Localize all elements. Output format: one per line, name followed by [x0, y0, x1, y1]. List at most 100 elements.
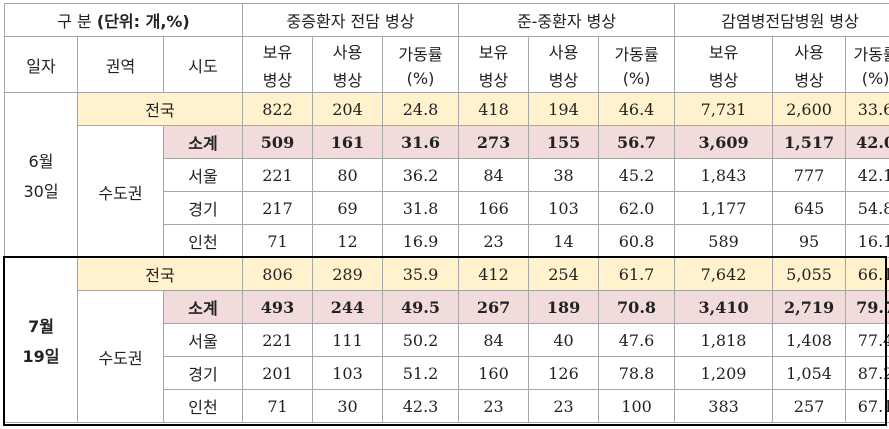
row-value: 77.4 [845, 323, 889, 357]
row-value: 103 [528, 191, 600, 225]
national-label: 전국 [77, 92, 243, 126]
national-value: 24.8 [381, 92, 460, 126]
national-value: 7,642 [674, 257, 774, 291]
bed-status-table: 구 분 (단위: 개,%) 중증환자 전담 병상 준-중환자 병상 감염병전담병원 병… [4, 3, 889, 423]
row-value: 257 [772, 389, 847, 423]
row-value: 1,408 [772, 323, 847, 357]
row-value: 45.2 [598, 158, 676, 192]
row-value: 84 [458, 323, 530, 357]
row-value: 126 [528, 356, 600, 390]
row-value: 155 [528, 125, 600, 159]
row-value: 221 [242, 323, 313, 357]
national-value: 254 [528, 257, 600, 291]
national-label: 전국 [77, 257, 243, 291]
sub-col-header: 보유 병상 [674, 36, 774, 93]
corner-label: 구 분 [57, 12, 92, 31]
row-value: 3,410 [674, 290, 774, 324]
row-value: 645 [772, 191, 847, 225]
date-cell: 7월 19일 [4, 257, 78, 423]
sub-col-line2: 병상 [794, 70, 824, 90]
row-value: 267 [458, 290, 530, 324]
sub-col-line2: 병상 [478, 70, 509, 90]
region-cell: 수도권 [77, 125, 164, 258]
row-value: 23 [458, 389, 530, 423]
row-value: 38 [528, 158, 600, 192]
row-value: 95 [772, 224, 847, 258]
row-value: 589 [674, 224, 774, 258]
row-value: 189 [528, 290, 600, 324]
city-label: 경기 [163, 191, 243, 225]
row-value: 1,517 [772, 125, 847, 159]
row-value: 111 [312, 323, 383, 357]
national-value: 46.4 [598, 92, 676, 126]
row-value: 69 [312, 191, 383, 225]
sub-col-line2: (%) [406, 69, 435, 88]
national-value: 194 [528, 92, 600, 126]
sub-col-line1: 가동률 [614, 45, 659, 64]
national-value: 418 [458, 92, 530, 126]
row-value: 201 [242, 356, 313, 390]
sub-col-line2: 병상 [332, 70, 363, 90]
row-value: 16.1 [845, 224, 889, 258]
date-line2: 30일 [23, 182, 59, 201]
row-value: 383 [674, 389, 774, 423]
sub-col-line1: 사용 [548, 42, 579, 62]
sub-col-line1: 사용 [332, 42, 363, 62]
row-value: 31.8 [381, 191, 460, 225]
row-value: 71 [242, 389, 313, 423]
national-value: 66.1 [845, 257, 889, 291]
row-value: 273 [458, 125, 530, 159]
date-line2: 19일 [22, 347, 60, 366]
national-value: 204 [312, 92, 383, 126]
row-value: 2,719 [772, 290, 847, 324]
header-corner: 구 분 (단위: 개,%) [4, 3, 243, 37]
row-value: 14 [528, 224, 600, 258]
row-value: 36.2 [381, 158, 460, 192]
city-label: 소계 [163, 125, 243, 159]
national-value: 2,600 [772, 92, 847, 126]
row-value: 12 [312, 224, 383, 258]
row-value: 509 [242, 125, 313, 159]
row-value: 51.2 [381, 356, 460, 390]
row-value: 16.9 [381, 224, 460, 258]
row-value: 244 [312, 290, 383, 324]
row-value: 42.0 [845, 125, 889, 159]
row-value: 60.8 [598, 224, 676, 258]
unit-label: (단위: 개,%) [96, 12, 190, 31]
sub-col-header: 가동률 (%) [598, 36, 676, 93]
city-label: 소계 [163, 290, 243, 324]
row-value: 70.8 [598, 290, 676, 324]
row-value: 42.1 [845, 158, 889, 192]
col-date-header: 일자 [4, 36, 78, 93]
row-value: 79.7 [845, 290, 889, 324]
row-value: 1,054 [772, 356, 847, 390]
row-value: 50.2 [381, 323, 460, 357]
national-value: 5,055 [772, 257, 847, 291]
national-value: 35.9 [381, 257, 460, 291]
city-label: 인천 [163, 224, 243, 258]
sub-col-line1: 사용 [794, 42, 824, 62]
row-value: 1,209 [674, 356, 774, 390]
sub-col-line2: 병상 [708, 70, 739, 90]
row-value: 23 [458, 224, 530, 258]
row-value: 161 [312, 125, 383, 159]
row-value: 49.5 [381, 290, 460, 324]
row-value: 30 [312, 389, 383, 423]
sub-col-header: 사용 병상 [528, 36, 600, 93]
row-value: 221 [242, 158, 313, 192]
sub-col-header: 가동률 (%) [845, 36, 889, 93]
city-label: 인천 [163, 389, 243, 423]
row-value: 160 [458, 356, 530, 390]
sub-col-line1: 가동률 [398, 45, 443, 64]
city-label: 서울 [163, 158, 243, 192]
date-line1: 6월 [28, 152, 54, 171]
row-value: 78.8 [598, 356, 676, 390]
row-value: 62.0 [598, 191, 676, 225]
sub-col-header: 보유 병상 [242, 36, 313, 93]
sub-col-header: 가동률 (%) [381, 36, 460, 93]
sub-col-line1: 보유 [478, 42, 509, 62]
group-header: 중증환자 전담 병상 [241, 3, 460, 37]
national-value: 33.6 [845, 92, 889, 126]
